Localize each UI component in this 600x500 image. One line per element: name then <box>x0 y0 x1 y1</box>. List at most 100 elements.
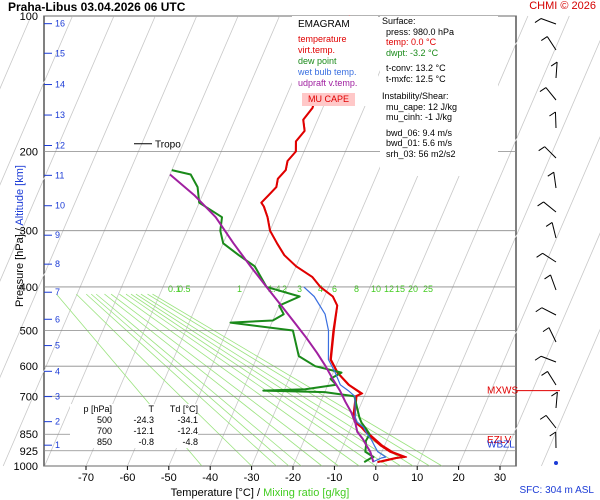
wind-barb-flag <box>541 36 548 41</box>
wbzl-label: WBZL <box>487 439 515 450</box>
y-axis-label-altitude: Altitude [km] <box>14 165 26 226</box>
isotherm-line <box>2 15 198 467</box>
wind-barb-shaft <box>547 371 557 386</box>
mixing-ratio-label: 3 <box>297 284 302 294</box>
isotherm-line <box>375 15 570 467</box>
x-tick-label: -40 <box>202 472 218 484</box>
bwd01-value: bwd_01: 5.6 m/s <box>386 138 453 148</box>
wind-barb-flag <box>551 391 558 397</box>
pressure-tick-label: 100 <box>20 11 38 23</box>
altitude-tick-label: 5 <box>55 341 60 351</box>
x-axis-label-sep: / <box>253 487 264 499</box>
mixing-ratio-label: 0.1 <box>168 284 181 294</box>
altitude-tick-label: 11 <box>55 170 64 180</box>
x-tick-label: -30 <box>244 472 260 484</box>
wind-barb-shaft <box>543 201 557 213</box>
altitude-tick-label: 14 <box>55 80 65 90</box>
pressure-tick-label: 1000 <box>14 461 38 473</box>
table-header-p: p [hPa] <box>83 404 112 414</box>
altitude-tick-label: 8 <box>55 259 60 269</box>
pressure-tick-label: 400 <box>20 282 38 294</box>
isotherm-line <box>44 15 239 467</box>
isotherm-line <box>0 15 156 379</box>
mixing-ratio-line <box>130 293 389 467</box>
wind-barb-shaft <box>545 415 557 429</box>
wind-barb-flag <box>550 61 558 67</box>
mixing-ratio-label: 12 <box>384 284 394 294</box>
isotherm-line <box>458 136 600 467</box>
wind-barb-shaft <box>540 355 557 363</box>
series-line-udpraft-v-temp- <box>169 173 375 463</box>
wind-barb-shaft <box>544 146 557 159</box>
altitude-tick-label: 9 <box>55 230 60 240</box>
altitude-tick-label: 6 <box>55 314 60 324</box>
isotherm-lines <box>0 15 600 467</box>
wind-barb-flag <box>537 201 544 207</box>
wind-barb-flag <box>549 431 556 437</box>
wind-barb-flag <box>539 87 547 92</box>
table-row: 700 -12.1 -12.4 <box>70 426 198 437</box>
table-header-t: T <box>148 404 155 414</box>
mixing-ratio-label: 4 <box>318 284 323 294</box>
table-cell: -12.4 <box>177 426 198 436</box>
isobar-lines <box>44 15 516 467</box>
altitude-tick-label: 3 <box>55 392 60 402</box>
table-cell: -24.3 <box>133 415 154 425</box>
wind-barb-flag <box>541 371 548 376</box>
mixing-ratio-lines: 0.10.5 1 1.4 2 3 4 6 8 10 12 15 20 25 <box>56 284 443 467</box>
mxws-label: MXWS <box>487 386 518 397</box>
altitude-tick-label: 15 <box>55 48 65 58</box>
mixing-ratio-line <box>110 293 339 467</box>
pressure-tick-label: 700 <box>20 391 38 403</box>
wind-barb-flag <box>539 414 547 420</box>
y-axis-label-sep: / <box>14 225 26 235</box>
mixing-ratio-line <box>76 293 252 467</box>
mu-cape-badge: MU CAPE <box>302 93 356 106</box>
wind-barb-flag <box>542 327 550 333</box>
mu-cape-value: mu_cape: 12 J/kg <box>386 101 458 112</box>
mixing-ratio-line <box>104 293 323 467</box>
wind-barb-shaft <box>555 392 558 409</box>
wind-barb-shaft <box>541 307 557 316</box>
surface-press: press: 980.0 hPa <box>386 26 455 37</box>
mixing-ratio-label: 1 <box>237 284 242 294</box>
table-header-td: Td [°C] <box>169 404 198 414</box>
instability-title: Instability/Shear: <box>382 91 449 101</box>
table-row: 500 -24.3 -34.1 <box>70 415 198 426</box>
wind-barb-shaft <box>550 274 557 291</box>
x-tick-label: 10 <box>411 472 423 484</box>
mixing-ratio-line <box>147 293 430 467</box>
sounding-series <box>169 15 408 464</box>
wind-barb-flag <box>549 111 556 117</box>
table-cell: -4.8 <box>182 437 198 447</box>
mixing-ratio-label: 10 <box>371 284 381 294</box>
altitude-tick-label: 7 <box>55 287 60 297</box>
x-axis-label-temp: Temperature [°C] <box>170 487 254 499</box>
x-tick-label: -60 <box>119 472 135 484</box>
wind-barb-shaft <box>546 36 557 51</box>
wind-barb-flag <box>534 18 542 23</box>
x-tick-label: -70 <box>78 472 94 484</box>
table-cell: -0.8 <box>138 437 154 447</box>
mixing-ratio-label: 2 <box>282 284 287 294</box>
mixing-ratio-line <box>152 293 443 467</box>
tropo-label: Tropo <box>155 140 181 151</box>
pressure-tick-label: 300 <box>20 226 38 238</box>
table-cell: -34.1 <box>177 415 198 425</box>
ezlv-label: EZLV <box>487 435 512 446</box>
level-table: p [hPa] T Td [°C] 500 -24.3 -34.1 700 -1… <box>70 404 198 448</box>
mixing-ratio-label: 0.5 <box>178 284 191 294</box>
legend-item-dew-point: dew point <box>298 56 337 66</box>
sfc-label: SFC: 304 m ASL <box>519 485 594 496</box>
wind-barb-flag <box>535 307 543 313</box>
x-tick-label: 30 <box>494 472 506 484</box>
x-axis-label-mix: Mixing ratio [g/kg] <box>263 487 350 499</box>
x-tick-label: -20 <box>285 472 301 484</box>
altitude-tick-label: 16 <box>55 19 65 29</box>
wind-barb-flag <box>545 222 553 227</box>
wind-barb-shaft <box>555 62 558 79</box>
mu-cinh-value: mu_cinh: -1 J/kg <box>386 112 453 122</box>
y-axis-label-pressure: Pressure [hPa] <box>14 234 26 307</box>
